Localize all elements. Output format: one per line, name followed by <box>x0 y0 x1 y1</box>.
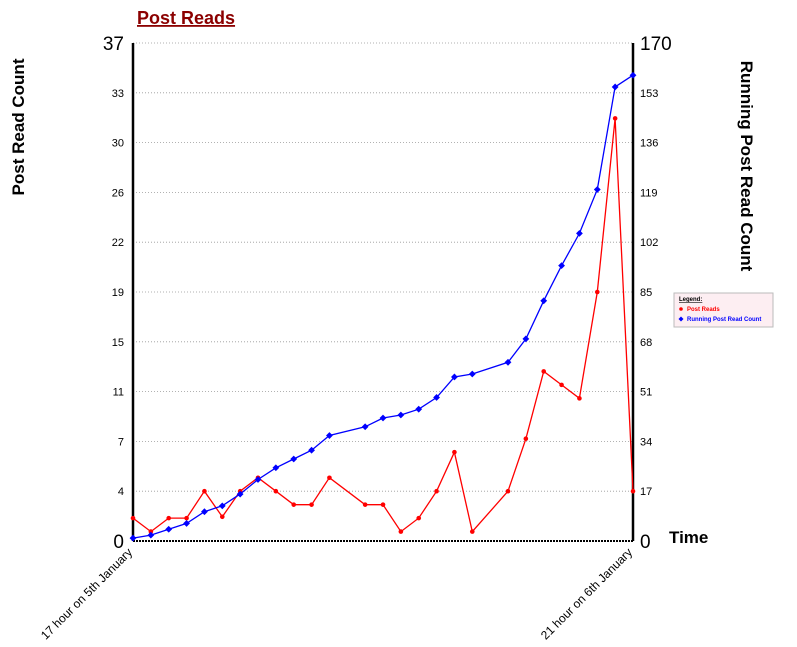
legend: Legend: Post Reads Running Post Read Cou… <box>673 292 774 328</box>
running-count-point <box>397 411 405 419</box>
running-count-point <box>129 534 137 542</box>
right-tick-label: 0 <box>640 532 651 553</box>
running-count-point <box>379 414 387 422</box>
post-reads-point <box>219 514 225 520</box>
right-axis-title: Running Post Read Count <box>737 61 756 272</box>
running-count-point <box>272 464 280 472</box>
running-count-point <box>361 423 369 431</box>
post-reads-point <box>416 515 422 521</box>
running-count-point <box>290 455 298 463</box>
post-reads-point <box>630 488 636 494</box>
running-count-point <box>451 373 458 381</box>
series-line-running-count <box>132 74 634 539</box>
running-count-point <box>593 186 601 193</box>
left-tick-label: 37 <box>103 34 124 55</box>
running-count-point <box>326 432 333 439</box>
running-count-point <box>254 476 262 483</box>
legend-marker-running <box>678 316 684 322</box>
post-reads-point <box>202 488 207 494</box>
post-reads-point <box>469 529 475 534</box>
post-reads-point <box>577 396 582 401</box>
post-reads-point <box>184 515 189 521</box>
post-reads-point <box>380 502 386 507</box>
running-count-point <box>629 71 637 79</box>
right-tick-label: 170 <box>640 34 672 55</box>
running-count-point <box>522 335 530 343</box>
running-count-point <box>540 297 548 305</box>
right-tick-label: 153 <box>640 88 658 100</box>
post-reads-point <box>559 382 564 388</box>
post-reads-point <box>130 515 136 521</box>
post-reads-point <box>166 515 172 521</box>
running-count-point <box>611 83 619 91</box>
running-count-point <box>236 490 244 498</box>
post-reads-point <box>612 116 618 121</box>
left-axis-title: Post Read Count <box>9 58 28 195</box>
post-reads-point <box>523 436 529 442</box>
post-reads-point <box>541 369 547 374</box>
left-tick-label: 30 <box>112 138 124 150</box>
running-count-point <box>183 520 190 527</box>
x-end-label: 21 hour on 6th January <box>538 545 635 642</box>
post-reads-point <box>505 488 511 494</box>
post-reads-point <box>434 488 439 494</box>
left-tick-label: 15 <box>112 337 124 349</box>
left-tick-label: 0 <box>113 532 124 553</box>
right-tick-label: 85 <box>640 287 652 299</box>
left-tick-labels: 0 4 7 11 15 19 22 26 30 33 37 <box>103 34 124 553</box>
left-tick-label: 11 <box>113 387 124 399</box>
right-tick-label: 51 <box>640 387 652 399</box>
legend-marker-post-reads <box>679 307 683 311</box>
post-reads-point <box>452 449 457 455</box>
left-tick-label: 33 <box>112 88 124 100</box>
right-tick-label: 34 <box>640 436 652 448</box>
running-count-point <box>165 525 173 533</box>
series-layer <box>129 71 637 542</box>
left-tick-label: 22 <box>112 237 124 249</box>
running-count-point <box>433 394 440 401</box>
post-reads-point <box>362 502 368 507</box>
legend-box <box>673 292 774 328</box>
running-count-point <box>308 446 315 454</box>
x-axis-title: Time <box>669 528 708 547</box>
x-start-label: 17 hour on 5th January <box>38 545 135 642</box>
post-reads-point <box>327 475 332 481</box>
series-line-post-reads <box>132 118 634 533</box>
legend-label-post-reads: Post Reads <box>687 307 720 313</box>
running-count-point <box>504 358 512 366</box>
post-reads-point <box>309 502 314 507</box>
running-count-point <box>147 531 155 539</box>
running-count-point <box>218 502 226 510</box>
running-count-point <box>558 262 565 270</box>
post-reads-point <box>291 502 297 507</box>
left-tick-label: 26 <box>112 187 124 199</box>
right-tick-label: 17 <box>640 486 652 498</box>
running-count-point <box>468 370 476 378</box>
right-tick-label: 119 <box>640 187 658 199</box>
running-count-point <box>415 405 423 413</box>
left-tick-label: 4 <box>118 486 124 498</box>
grid-lines <box>133 42 633 492</box>
right-tick-label: 102 <box>640 237 658 249</box>
chart-title: Post Reads <box>137 8 235 28</box>
right-tick-label: 68 <box>640 337 652 349</box>
right-tick-label: 136 <box>640 138 658 150</box>
post-reads-point <box>273 488 279 494</box>
post-reads-point <box>148 529 154 534</box>
left-tick-label: 19 <box>112 287 124 299</box>
running-count-point <box>576 230 583 237</box>
running-count-point <box>201 508 208 516</box>
legend-label-running: Running Post Read Count <box>687 317 761 323</box>
post-reads-point <box>594 289 600 295</box>
right-tick-labels: 0 17 34 51 68 85 102 119 136 153 170 <box>640 34 672 553</box>
legend-title: Legend: <box>679 297 702 303</box>
post-reads-point <box>398 529 404 534</box>
left-tick-label: 7 <box>118 436 124 448</box>
